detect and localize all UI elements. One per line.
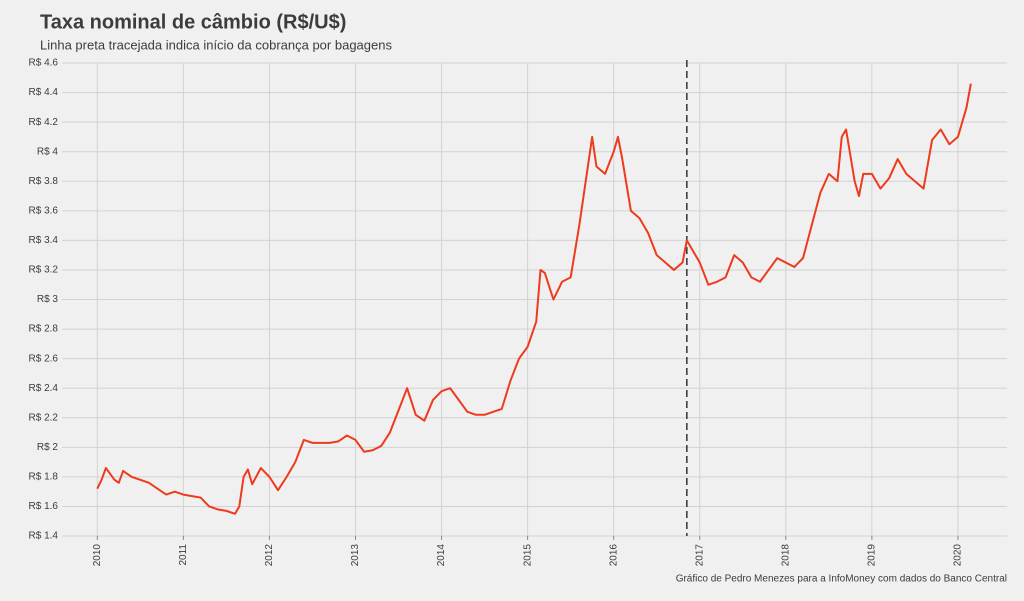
y-tick-label: R$ 3.6	[29, 205, 59, 216]
line-series	[96, 83, 972, 515]
x-tick-label: 2017	[694, 544, 705, 567]
y-tick-label: R$ 1.8	[29, 472, 59, 483]
y-tick-label: R$ 2.6	[29, 353, 59, 364]
y-tick-label: R$ 3.2	[29, 265, 59, 276]
y-tick-label: R$ 2.4	[29, 383, 59, 394]
y-tick-label: R$ 3.4	[29, 235, 59, 246]
y-tick-label: R$ 3	[37, 294, 59, 305]
y-tick-label: R$ 2.8	[29, 324, 59, 335]
y-tick-label: R$ 4.2	[29, 117, 59, 128]
y-tick-label: R$ 4	[37, 146, 59, 157]
chart-subtitle: Linha preta tracejada indica início da c…	[40, 37, 392, 52]
x-tick-label: 2015	[522, 544, 533, 567]
y-tick-label: R$ 2.2	[29, 412, 59, 423]
y-tick-label: R$ 4.4	[29, 87, 59, 98]
y-tick-label: R$ 2	[37, 442, 59, 453]
x-tick-label: 2016	[608, 544, 619, 567]
x-tick-label: 2020	[953, 544, 964, 567]
x-tick-label: 2012	[264, 544, 275, 567]
caption: Gráfico de Pedro Menezes para a InfoMone…	[676, 574, 1007, 585]
y-tick-label: R$ 4.6	[29, 58, 59, 69]
x-tick-label: 2014	[436, 544, 447, 567]
x-tick-label: 2011	[178, 544, 189, 566]
y-tick-label: R$ 1.4	[29, 531, 59, 542]
x-tick-label: 2018	[780, 544, 791, 567]
chart-title: Taxa nominal de câmbio (R$/U$)	[40, 11, 346, 33]
x-tick-label: 2010	[92, 544, 103, 567]
x-tick-label: 2019	[867, 544, 878, 567]
y-tick-label: R$ 3.8	[29, 176, 59, 187]
x-tick-label: 2013	[350, 544, 361, 567]
y-tick-label: R$ 1.6	[29, 501, 59, 512]
